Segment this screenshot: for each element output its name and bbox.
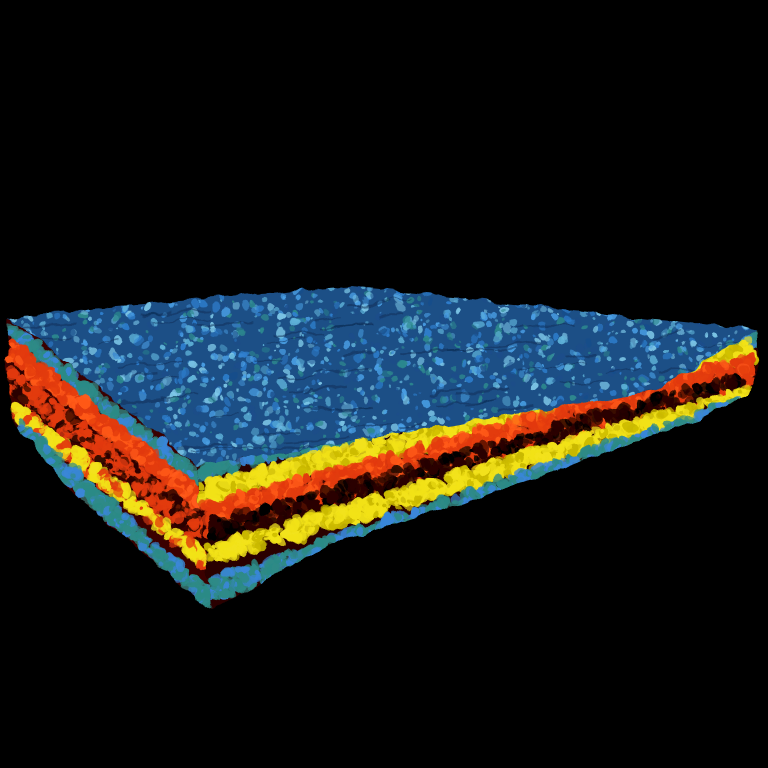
slab-side-face-left	[6, 317, 210, 610]
slab-front-edge	[198, 330, 760, 610]
